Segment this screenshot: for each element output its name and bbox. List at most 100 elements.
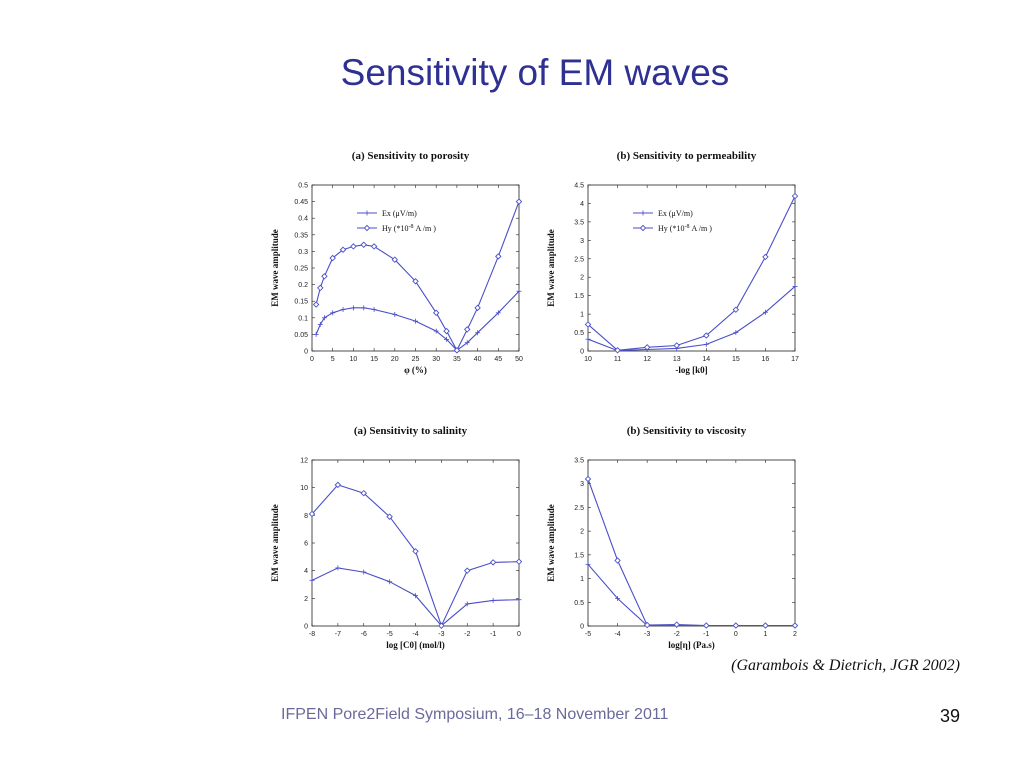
x-tick-label: 50: [515, 356, 523, 363]
chart-title: (a) Sensitivity to salinity: [354, 425, 468, 437]
y-tick-label: 10: [300, 485, 308, 492]
data-point-ex: [444, 336, 450, 342]
plot-frame: [587, 459, 796, 627]
data-point-hy: [673, 342, 680, 349]
y-tick-label: 6: [304, 541, 308, 548]
x-axis-label: -log [k0]: [675, 365, 707, 375]
y-tick-label: 8: [304, 513, 308, 520]
data-point-hy: [308, 510, 316, 518]
y-tick-label: 2: [304, 596, 308, 603]
page-number: 39: [940, 706, 961, 726]
y-tick-label: 12: [300, 458, 308, 465]
data-point-ex: [317, 321, 323, 327]
y-tick-label: 0.5: [574, 330, 584, 337]
data-point-hy: [791, 192, 799, 200]
y-tick-label: 4.5: [574, 183, 584, 190]
legend-hy-unit: A /m ): [691, 224, 712, 233]
footer-text: IFPEN Pore2Field Symposium, 16–18 Novemb…: [281, 706, 669, 723]
data-point-hy: [453, 347, 461, 354]
x-tick-label: 13: [673, 356, 681, 363]
data-point-hy: [432, 309, 440, 317]
chart-legend: Ex (μV/m) Hy (*10-8 A /m ): [357, 209, 436, 233]
y-tick-label: 0.1: [298, 315, 308, 322]
chart-viscosity: (b) Sensitivity to viscosity 0 0.5 1 1.5 2 2.5…: [538, 420, 799, 650]
series-line-ex: [587, 563, 795, 627]
chart-title: (b) Sensitivity to permeability: [617, 150, 757, 162]
data-point-hy: [412, 548, 419, 555]
data-point-hy: [312, 301, 320, 308]
legend-label-ex: Ex (μV/m): [658, 209, 693, 218]
y-tick-label: 0.05: [294, 332, 308, 339]
x-tick-label: 45: [494, 356, 502, 363]
y-tick-label: 1: [580, 576, 584, 583]
x-tick-label: -7: [335, 631, 341, 638]
data-point-hy: [791, 622, 799, 629]
y-tick-label: 2: [580, 275, 584, 282]
y-tick-label: 1.5: [574, 293, 584, 300]
x-tick-label: -3: [438, 631, 444, 638]
x-tick-label: -4: [412, 631, 418, 638]
y-tick-label: 0.4: [298, 216, 308, 223]
data-point-hy: [321, 273, 328, 280]
data-point-hy: [673, 621, 680, 628]
data-point-hy: [370, 243, 378, 250]
series-line-hy: [311, 484, 520, 628]
data-point-ex: [464, 601, 470, 607]
x-tick-label: -1: [703, 631, 709, 638]
x-tick-label: -2: [674, 631, 680, 638]
y-tick-label: 2: [580, 529, 584, 536]
legend-hy-exponent: -8: [684, 224, 689, 230]
data-point-ex: [464, 340, 470, 346]
data-point-ex: [516, 288, 522, 294]
data-point-ex: [585, 561, 591, 567]
data-point-hy: [762, 622, 769, 629]
x-tick-label: -3: [644, 631, 650, 638]
data-point-hy: [489, 559, 497, 566]
y-tick-label: 0: [580, 349, 584, 356]
y-axis-label: EM wave amplitude: [270, 504, 280, 582]
data-point-ex: [615, 595, 621, 601]
data-point-hy: [438, 622, 445, 629]
data-point-hy: [495, 253, 502, 260]
data-point-hy: [350, 243, 357, 250]
chart-title: (a) Sensitivity to porosity: [352, 150, 470, 162]
chart-title: (b) Sensitivity to viscosity: [627, 425, 747, 437]
x-tick-label: 10: [350, 356, 358, 363]
data-point-ex: [321, 315, 327, 321]
y-tick-label: 0.3: [298, 249, 308, 256]
data-point-hy: [443, 327, 450, 335]
chart-svg: (b) Sensitivity to viscosity 0 0.5 1 1.5 2 2.5…: [546, 425, 799, 650]
x-tick-label: 35: [453, 356, 461, 363]
x-axis-label: φ (%): [404, 365, 427, 375]
data-point-ex: [361, 569, 367, 575]
x-tick-label: 0: [310, 356, 314, 363]
x-tick-label: 11: [614, 356, 621, 363]
legend-label-ex: Ex (μV/m): [382, 209, 417, 218]
y-tick-label: 0: [304, 349, 308, 356]
y-tick-label: 2.5: [574, 256, 584, 263]
data-point-hy: [643, 621, 651, 629]
data-point-ex: [792, 283, 798, 289]
x-tick-label: -8: [309, 631, 315, 638]
x-tick-label: 20: [391, 356, 399, 363]
data-point-hy: [703, 622, 710, 629]
data-point-hy: [464, 567, 471, 574]
y-tick-label: 0.2: [298, 282, 308, 289]
x-axis-label: log[η] (Pa.s): [668, 640, 715, 650]
data-point-hy: [391, 256, 399, 263]
x-tick-label: 0: [517, 631, 521, 638]
data-point-hy: [329, 254, 336, 262]
y-tick-label: 4: [580, 201, 584, 208]
data-point-hy: [386, 513, 393, 520]
data-point-ex: [495, 310, 501, 316]
x-tick-label: -5: [585, 631, 591, 638]
chart-legend: Ex (μV/m) Hy (*10-8 A /m ): [633, 209, 712, 233]
x-tick-label: -5: [387, 631, 393, 638]
y-tick-label: 0.45: [294, 199, 308, 206]
x-tick-label: 12: [643, 356, 651, 363]
data-point-hy: [412, 278, 419, 285]
x-tick-label: 15: [370, 356, 378, 363]
data-point-hy: [643, 344, 651, 351]
chart-svg: (a) Sensitivity to porosity 0 0.05 0.1 0.15 0…: [270, 150, 523, 375]
chart-salinity: (a) Sensitivity to salinity 0 2 4 6 8 10 12 -8 -7…: [262, 420, 523, 650]
